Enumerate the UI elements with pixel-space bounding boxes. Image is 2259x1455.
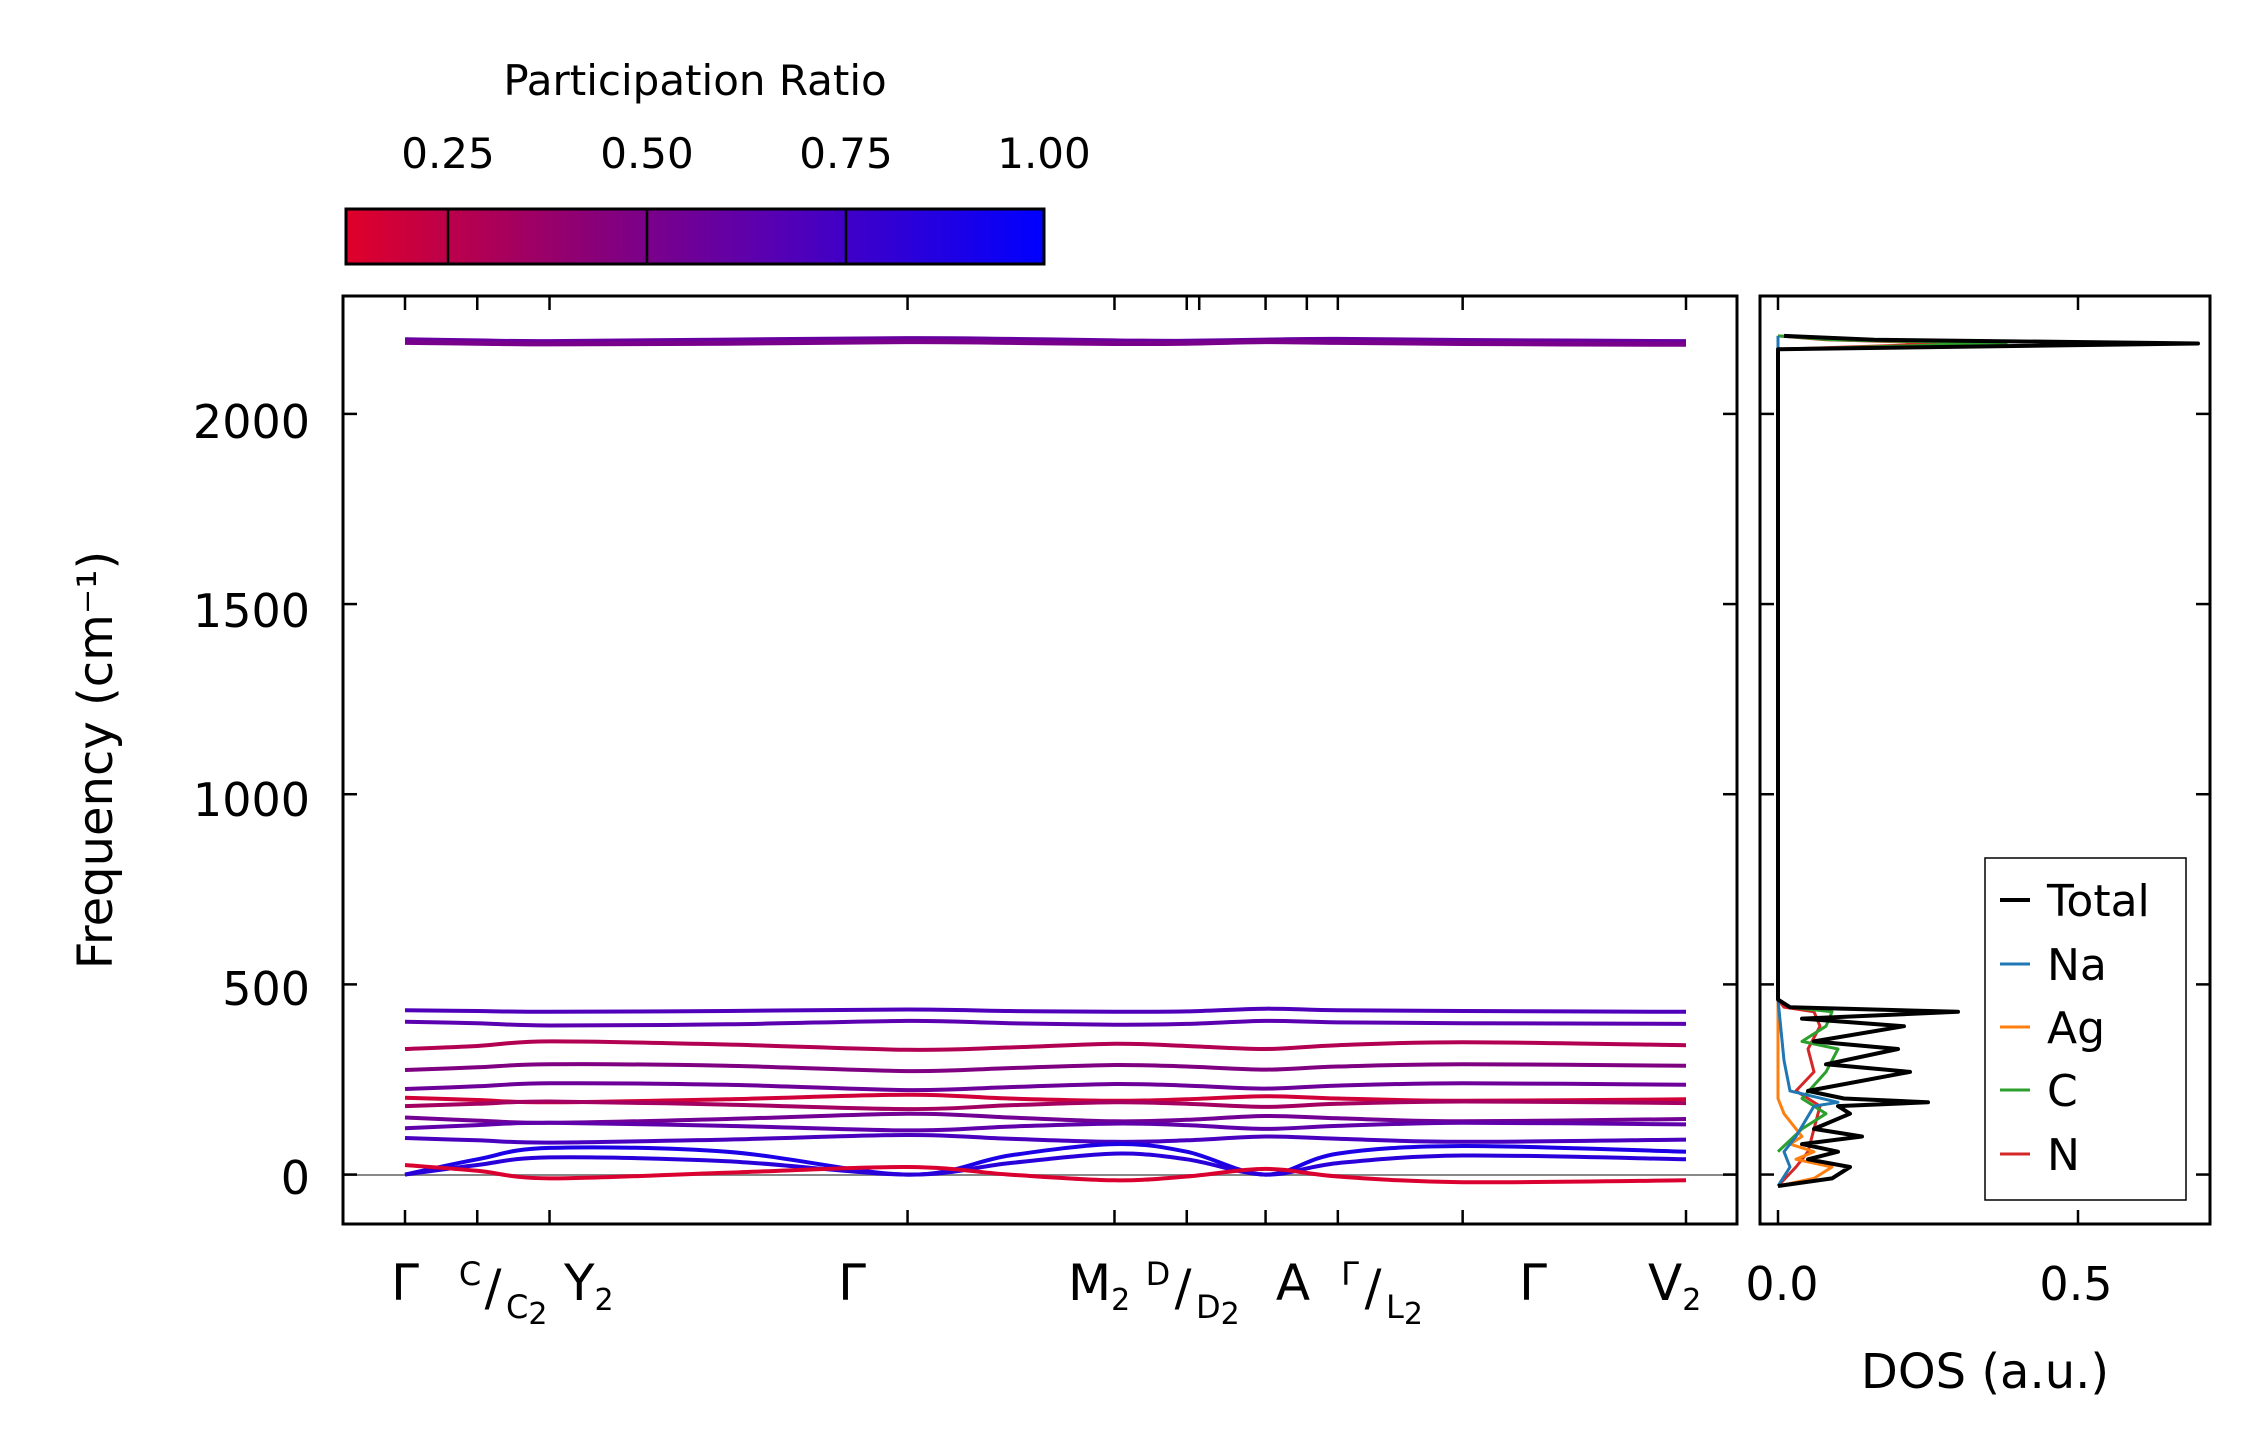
kpoint-v2-letter: V [1648,1254,1682,1312]
band-opt-280 [404,1062,1687,1074]
legend-label: Total [2046,876,2150,927]
kpoint-d2-sub: 2 [1221,1297,1240,1332]
kpoint-m2-sub: 2 [1111,1283,1130,1318]
colorbar-tick-label: 1.00 [997,129,1091,178]
colorbar-tick-label: 0.25 [401,129,495,178]
legend-label: Ag [2047,1003,2105,1054]
legend-label: Na [2047,940,2107,991]
kpoint-d2: D2 [1196,1288,1240,1332]
colorbar-tick-label: 0.75 [799,129,893,178]
kpoint-y2: Y2 [563,1254,614,1318]
kpoint-gamma-3: Γ [1519,1254,1547,1312]
legend-box [1984,857,2187,1201]
band-cn-stretch-2 [404,339,1687,347]
kpoint-c-top: C [459,1255,481,1293]
dos-xtick-label: 0.5 [2039,1257,2112,1311]
band-acoustic-2 [404,1151,1687,1177]
kpoint-v2-sub: 2 [1682,1283,1701,1318]
band-ytick-label: 500 [222,962,310,1016]
band-unstable-low [404,1163,1687,1185]
kpoint-slash-3: / [1365,1259,1382,1317]
colorbar-tick-label: 0.50 [600,129,694,178]
kpoint-gamma: Γ [391,1254,419,1312]
kpoint-d2-letter: D [1196,1288,1221,1326]
kpoint-l2-letter: L [1386,1288,1404,1326]
kpoint-c2-sub: 2 [528,1297,547,1332]
bands [404,336,1687,1185]
colorbar-gradient [344,207,1046,266]
dos-panel: 0.0 0.5 DOS (a.u.) Total Na Ag C N [1745,294,2212,1400]
band-panel: 2000 1500 1000 500 0 Frequency (cm⁻¹) Γ … [68,294,1739,1332]
band-opt-430 [404,1006,1687,1014]
band-acoustic-1 [404,1142,1687,1177]
legend-label: C [2047,1066,2078,1117]
kpoint-v2: V2 [1648,1254,1701,1318]
band-ytick-label: 1000 [193,773,310,827]
band-frame [341,294,1739,1226]
dos-curve-na [1776,335,1840,1187]
band-ytick-label: 0 [281,1151,310,1205]
colorbar-ticks [446,209,1046,264]
band-y-axis-label: Frequency (cm⁻¹) [68,551,124,969]
kpoint-slash-2: / [1175,1259,1192,1317]
kpoint-c2-letter: C [506,1288,528,1326]
kpoint-a: A [1276,1254,1310,1312]
band-ytick-label: 2000 [193,395,310,449]
kpoint-y2-sub: 2 [595,1283,614,1318]
kpoint-gamma-top: Γ [1341,1255,1359,1293]
colorbar: Participation Ratio 0.25 0.50 0.75 1.00 [344,56,1091,266]
band-ytick-label: 1500 [193,584,310,638]
dos-curve-n [1776,334,1960,1188]
kpoint-m2-letter: M [1068,1254,1111,1312]
dos-curves [1776,333,2200,1188]
kpoint-l2: L2 [1386,1288,1423,1332]
band-opt-180 [404,1099,1687,1112]
dos-xtick-label: 0.0 [1745,1257,1818,1311]
dos-curve-ag [1776,335,1834,1188]
band-opt-230 [404,1081,1687,1093]
band-opt-95 [404,1132,1687,1145]
kpoint-y2-letter: Y [563,1254,595,1312]
kpoint-slash: / [485,1259,502,1317]
band-opt-340 [404,1039,1687,1052]
legend-label: N [2047,1130,2080,1181]
kpoint-ticks [403,296,1688,1224]
kpoint-labels: Γ C / C2 Y2 Γ M2 D / D2 A Γ / L2 Γ V2 [391,1254,1701,1332]
colorbar-title: Participation Ratio [503,56,886,105]
kpoint-d-top: D [1146,1255,1171,1293]
legend: Total Na Ag C N [1984,857,2187,1201]
dos-ticks [1760,296,2210,1224]
band-y-ticks [343,412,1737,1176]
dos-x-axis-label: DOS (a.u.) [1861,1344,2109,1400]
kpoint-gamma-2: Γ [838,1254,866,1312]
band-opt-400 [404,1018,1687,1028]
band-opt-125 [404,1120,1687,1133]
kpoint-c2: C2 [506,1288,547,1332]
dos-curve-total [1776,333,2200,1188]
kpoint-l2-sub: 2 [1404,1297,1423,1332]
dos-frame [1758,294,2212,1226]
kpoint-m2: M2 [1068,1254,1130,1318]
